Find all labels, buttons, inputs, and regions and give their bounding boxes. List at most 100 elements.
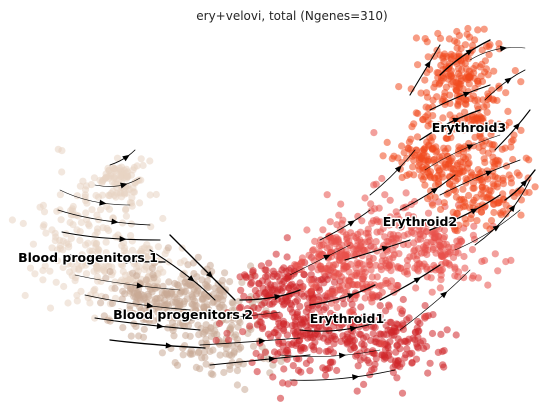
cell-point <box>474 26 482 34</box>
cell-point <box>385 302 393 310</box>
cell-point <box>495 84 503 92</box>
cell-point <box>221 269 229 277</box>
cell-point <box>307 264 316 272</box>
cell-point <box>415 226 423 234</box>
streamline <box>69 254 166 263</box>
cell-point <box>372 238 380 246</box>
cell-point <box>354 212 362 220</box>
cell-point <box>92 191 100 200</box>
cell-point <box>379 152 387 160</box>
cell-point <box>280 264 288 272</box>
stream-arrowhead <box>470 208 478 215</box>
cell-point <box>165 278 173 286</box>
cell-point <box>56 191 64 199</box>
cell-point <box>76 236 84 244</box>
cell-point <box>346 242 354 250</box>
cell-point <box>108 299 116 307</box>
cell-point <box>57 216 65 224</box>
cell-point <box>261 299 269 307</box>
cell-point <box>479 123 487 131</box>
cell-point <box>375 204 383 212</box>
cell-point <box>83 199 91 207</box>
cell-point <box>19 219 27 228</box>
stream-arrowhead <box>430 187 439 194</box>
streamline <box>289 244 351 276</box>
cell-point <box>436 284 444 292</box>
cell-point <box>425 220 433 228</box>
cell-point <box>420 344 428 353</box>
cell-point <box>39 276 47 284</box>
cell-point <box>505 171 513 179</box>
cell-point <box>487 187 495 195</box>
stream-arrowhead <box>119 235 127 242</box>
cell-point <box>69 221 77 229</box>
cell-point <box>59 246 67 254</box>
cell-point <box>59 263 67 272</box>
cell-point <box>323 275 331 284</box>
cell-point <box>284 380 292 388</box>
cell-point <box>399 322 407 330</box>
cell-point <box>326 218 334 226</box>
cell-point <box>112 193 120 201</box>
cell-point <box>363 246 371 254</box>
cell-point <box>146 191 154 199</box>
cell-point <box>119 267 127 276</box>
cell-point <box>34 255 42 263</box>
cell-point <box>454 169 463 177</box>
chart-title: ery+velovi, total (Ngenes=310) <box>196 9 388 23</box>
cell-point <box>390 152 398 160</box>
cell-point <box>471 96 479 104</box>
cell-point <box>202 360 210 368</box>
cell-point <box>206 261 214 269</box>
cell-point <box>274 337 282 345</box>
cell-point <box>407 135 415 143</box>
cell-point <box>491 250 499 258</box>
cell-point <box>269 373 277 381</box>
cell-point <box>453 87 461 95</box>
cell-point <box>276 322 284 330</box>
cell-point <box>424 209 433 217</box>
cell-point <box>440 144 448 152</box>
cell-point <box>372 261 380 269</box>
cell-point <box>187 350 195 358</box>
cell-point <box>502 210 510 218</box>
cell-point <box>40 208 49 216</box>
stream-arrowhead <box>499 45 508 52</box>
cell-point <box>303 301 312 309</box>
cluster-labels: Blood progenitors 1 Blood progenitors 2 Er… <box>17 119 508 328</box>
cell-point <box>105 226 113 235</box>
cell-point <box>139 161 147 170</box>
cell-point <box>509 155 517 164</box>
cell-point <box>127 232 135 240</box>
cell-point <box>289 362 297 370</box>
cell-point <box>412 109 420 117</box>
cell-point <box>117 260 125 268</box>
cell-point <box>443 326 451 334</box>
cell-point <box>373 228 381 236</box>
cell-point <box>170 332 178 340</box>
cell-point <box>441 89 449 97</box>
streamline <box>84 294 191 311</box>
cell-point <box>264 330 273 338</box>
cell-point <box>84 220 92 228</box>
cell-point <box>118 295 126 303</box>
cell-point <box>99 224 107 232</box>
cell-point <box>482 65 491 73</box>
cell-point <box>358 268 366 276</box>
cell-point <box>119 287 127 295</box>
cell-point <box>335 256 343 264</box>
cell-point <box>440 199 448 207</box>
cell-point <box>111 278 119 286</box>
cell-point <box>447 67 455 75</box>
cell-point <box>459 145 467 153</box>
cell-point <box>484 175 492 183</box>
cell-point <box>188 300 196 308</box>
cell-point <box>272 250 280 258</box>
cell-point <box>270 348 279 356</box>
streamline <box>454 209 521 251</box>
cell-point <box>428 329 437 338</box>
cell-point <box>410 239 418 247</box>
cell-point <box>59 237 67 245</box>
cell-point <box>412 34 420 42</box>
cell-point <box>521 188 529 196</box>
